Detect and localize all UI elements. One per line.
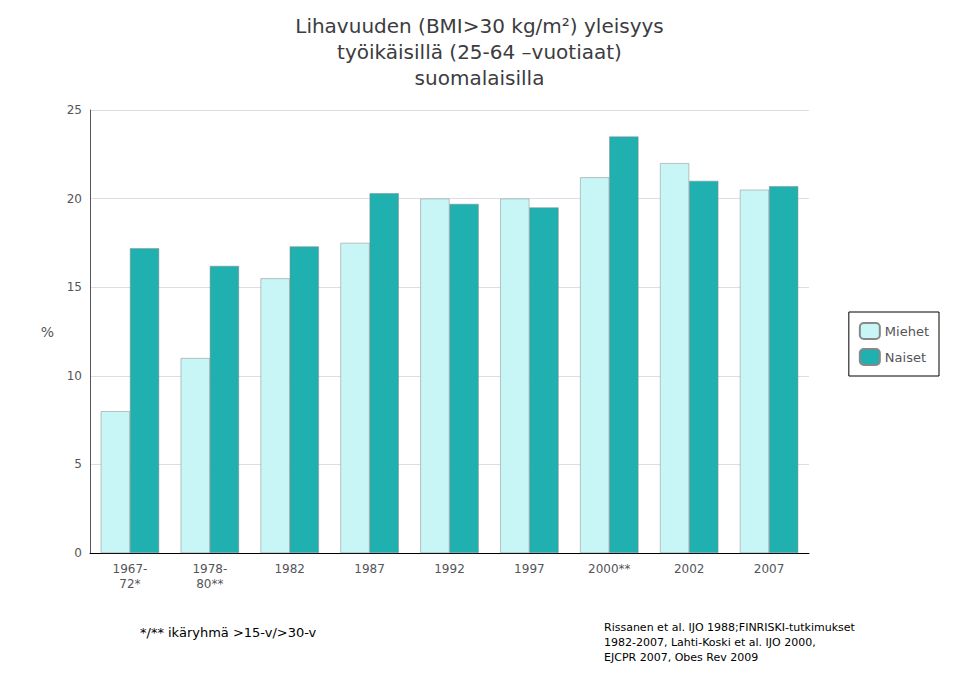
svg-text:5: 5 [74, 457, 82, 471]
svg-text:1992: 1992 [434, 562, 465, 576]
svg-text:1987: 1987 [354, 562, 385, 576]
svg-text:*/** ikäryhmä >15-v/>30-v: */** ikäryhmä >15-v/>30-v [140, 625, 317, 640]
svg-text:80**: 80** [196, 577, 223, 591]
svg-text:15: 15 [67, 280, 82, 294]
svg-text:72*: 72* [119, 577, 140, 591]
svg-text:0: 0 [74, 546, 82, 560]
svg-text:1967-: 1967- [113, 562, 148, 576]
svg-text:1978-: 1978- [192, 562, 227, 576]
svg-text:2002: 2002 [674, 562, 705, 576]
svg-text:Rissanen et al. IJO 1988;FINRI: Rissanen et al. IJO 1988;FINRISKI-tutkim… [604, 621, 855, 634]
svg-text:%: % [41, 324, 54, 340]
svg-text:1982: 1982 [274, 562, 305, 576]
svg-text:20: 20 [67, 192, 82, 206]
svg-text:suomalaisilla: suomalaisilla [415, 66, 545, 90]
svg-text:Miehet: Miehet [885, 324, 929, 339]
svg-text:1982-2007, Lahti-Koski et al.: 1982-2007, Lahti-Koski et al. IJO 2000, [604, 636, 816, 649]
svg-text:Naiset: Naiset [885, 350, 926, 365]
svg-text:1997: 1997 [514, 562, 545, 576]
svg-text:Lihavuuden (BMI>30 kg/m²) ylei: Lihavuuden (BMI>30 kg/m²) yleisyys [295, 14, 664, 38]
svg-text:2007: 2007 [754, 562, 785, 576]
svg-text:10: 10 [67, 369, 82, 383]
svg-text:25: 25 [67, 103, 82, 117]
svg-text:EJCPR 2007, Obes Rev 2009: EJCPR 2007, Obes Rev 2009 [604, 651, 758, 664]
svg-text:2000**: 2000** [588, 562, 631, 576]
svg-text:työikäisillä (25-64 –vuotiaat): työikäisillä (25-64 –vuotiaat) [337, 40, 622, 64]
